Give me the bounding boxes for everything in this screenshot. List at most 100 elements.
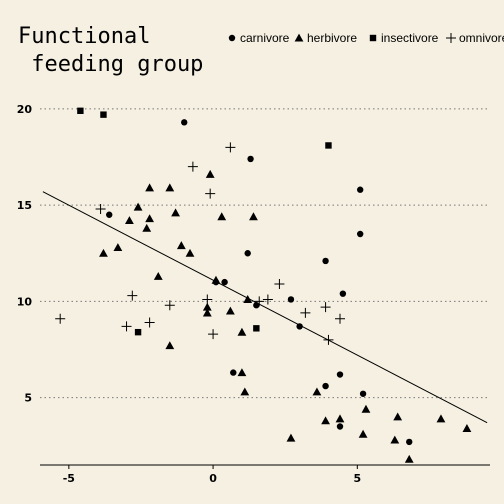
point-omnivore-3 — [95, 203, 106, 214]
grid-lines — [40, 108, 490, 399]
point-carnivore-17 — [336, 423, 344, 430]
legend-label-insectivore: insectivore — [381, 31, 439, 45]
point-omnivore-5 — [127, 290, 138, 301]
point-herbivore-22 — [237, 368, 247, 377]
point-herbivore-18 — [225, 306, 235, 315]
legend-marker-herbivore — [294, 33, 304, 42]
point-herbivore-12 — [113, 243, 123, 251]
point-omnivore-16 — [323, 334, 334, 345]
y-tick-label-10: 10 — [17, 295, 33, 308]
legend: Functional feeding group carnivore herbiv… — [18, 24, 504, 77]
point-carnivore-2 — [106, 211, 113, 218]
point-carnivore-15 — [336, 371, 344, 378]
legend-label-carnivore: carnivore — [240, 31, 290, 45]
point-insectivore-2 — [325, 142, 332, 149]
point-herbivore-33 — [436, 414, 446, 423]
point-herbivore-5 — [145, 214, 155, 223]
point-insectivore-4 — [253, 325, 260, 332]
point-herbivore-16 — [202, 302, 212, 311]
point-herbivore-27 — [335, 414, 345, 423]
point-omnivore-13 — [274, 279, 285, 290]
point-herbivore-32 — [404, 454, 414, 463]
point-carnivore-10 — [339, 290, 347, 297]
point-herbivore-2 — [133, 202, 143, 211]
point-carnivore-5 — [221, 278, 228, 286]
y-tick-label-20: 20 — [17, 103, 33, 116]
point-omnivore-10 — [208, 329, 219, 340]
point-omnivore-4 — [55, 313, 66, 324]
legend-label-herbivore: herbivore — [307, 31, 357, 45]
point-omnivore-9 — [202, 294, 213, 305]
point-carnivore-9 — [322, 257, 329, 265]
point-herbivore-8 — [249, 212, 258, 221]
trend-line-group — [42, 191, 488, 424]
point-herbivore-25 — [321, 416, 330, 425]
legend-label-omnivore: omnivore — [459, 31, 504, 45]
legend-marker-insectivore — [369, 34, 377, 42]
point-herbivore-24 — [312, 387, 322, 396]
point-omnivore-14 — [300, 307, 311, 318]
trend-line — [42, 191, 488, 424]
point-omnivore-2 — [205, 188, 216, 199]
x-axis: -5 0 5 — [40, 464, 490, 485]
point-herbivore-4 — [125, 216, 134, 225]
legend-marker-omnivore — [446, 33, 456, 43]
point-herbivore-30 — [393, 412, 403, 421]
point-carnivore-16 — [359, 390, 367, 397]
x-tick-label--5: -5 — [63, 472, 75, 485]
point-omnivore-17 — [335, 313, 345, 324]
y-tick-label-15: 15 — [17, 199, 32, 212]
point-carnivore-3 — [244, 250, 251, 257]
point-omnivore-8 — [144, 317, 155, 328]
point-herbivore-19 — [243, 295, 253, 303]
y-tick-label-5: 5 — [24, 392, 32, 405]
point-herbivore-29 — [286, 433, 296, 442]
point-herbivore-7 — [217, 212, 227, 221]
point-herbivore-1 — [165, 183, 175, 192]
point-herbivore-34 — [462, 424, 472, 432]
point-herbivore-20 — [237, 327, 247, 336]
legend-marker-carnivore — [228, 34, 236, 42]
point-herbivore-11 — [185, 248, 195, 257]
point-carnivore-18 — [406, 438, 413, 446]
point-omnivore-15 — [320, 302, 331, 313]
point-carnivore-1 — [247, 155, 254, 163]
point-omnivore-6 — [164, 300, 175, 311]
point-herbivore-15 — [211, 275, 221, 284]
point-herbivore-3 — [171, 208, 180, 217]
point-carnivore-8 — [296, 323, 303, 330]
point-omnivore-12 — [262, 294, 273, 305]
point-insectivore-0 — [77, 107, 84, 114]
point-carnivore-13 — [230, 369, 237, 376]
point-herbivore-13 — [99, 248, 108, 257]
point-herbivore-17 — [202, 308, 212, 317]
point-omnivore-11 — [254, 296, 265, 307]
data-points — [55, 107, 472, 463]
x-tick-label-5: 5 — [353, 472, 361, 485]
point-herbivore-0 — [145, 183, 155, 192]
legend-entries: carnivore herbivore insectivore omnivore — [228, 31, 504, 45]
legend-title-line-1: Functional — [18, 24, 150, 49]
point-omnivore-0 — [225, 142, 236, 153]
point-carnivore-0 — [181, 119, 188, 126]
x-tick-label-0: 0 — [209, 472, 217, 485]
point-carnivore-6 — [253, 302, 260, 309]
point-insectivore-1 — [100, 111, 107, 118]
point-carnivore-7 — [287, 296, 295, 303]
point-herbivore-21 — [165, 341, 175, 350]
point-omnivore-7 — [121, 321, 132, 332]
point-carnivore-14 — [322, 382, 329, 390]
point-omnivore-1 — [187, 161, 198, 172]
point-herbivore-10 — [176, 241, 186, 250]
point-carnivore-11 — [356, 186, 364, 193]
point-herbivore-28 — [358, 429, 368, 438]
point-carnivore-12 — [356, 230, 364, 238]
legend-title-line-2: feeding group — [18, 52, 203, 77]
point-herbivore-9 — [205, 169, 215, 178]
point-herbivore-26 — [361, 404, 371, 413]
point-herbivore-14 — [153, 271, 163, 280]
point-herbivore-31 — [390, 435, 400, 444]
y-axis-ticks: 5 10 15 20 — [17, 103, 33, 405]
point-herbivore-23 — [240, 387, 250, 396]
